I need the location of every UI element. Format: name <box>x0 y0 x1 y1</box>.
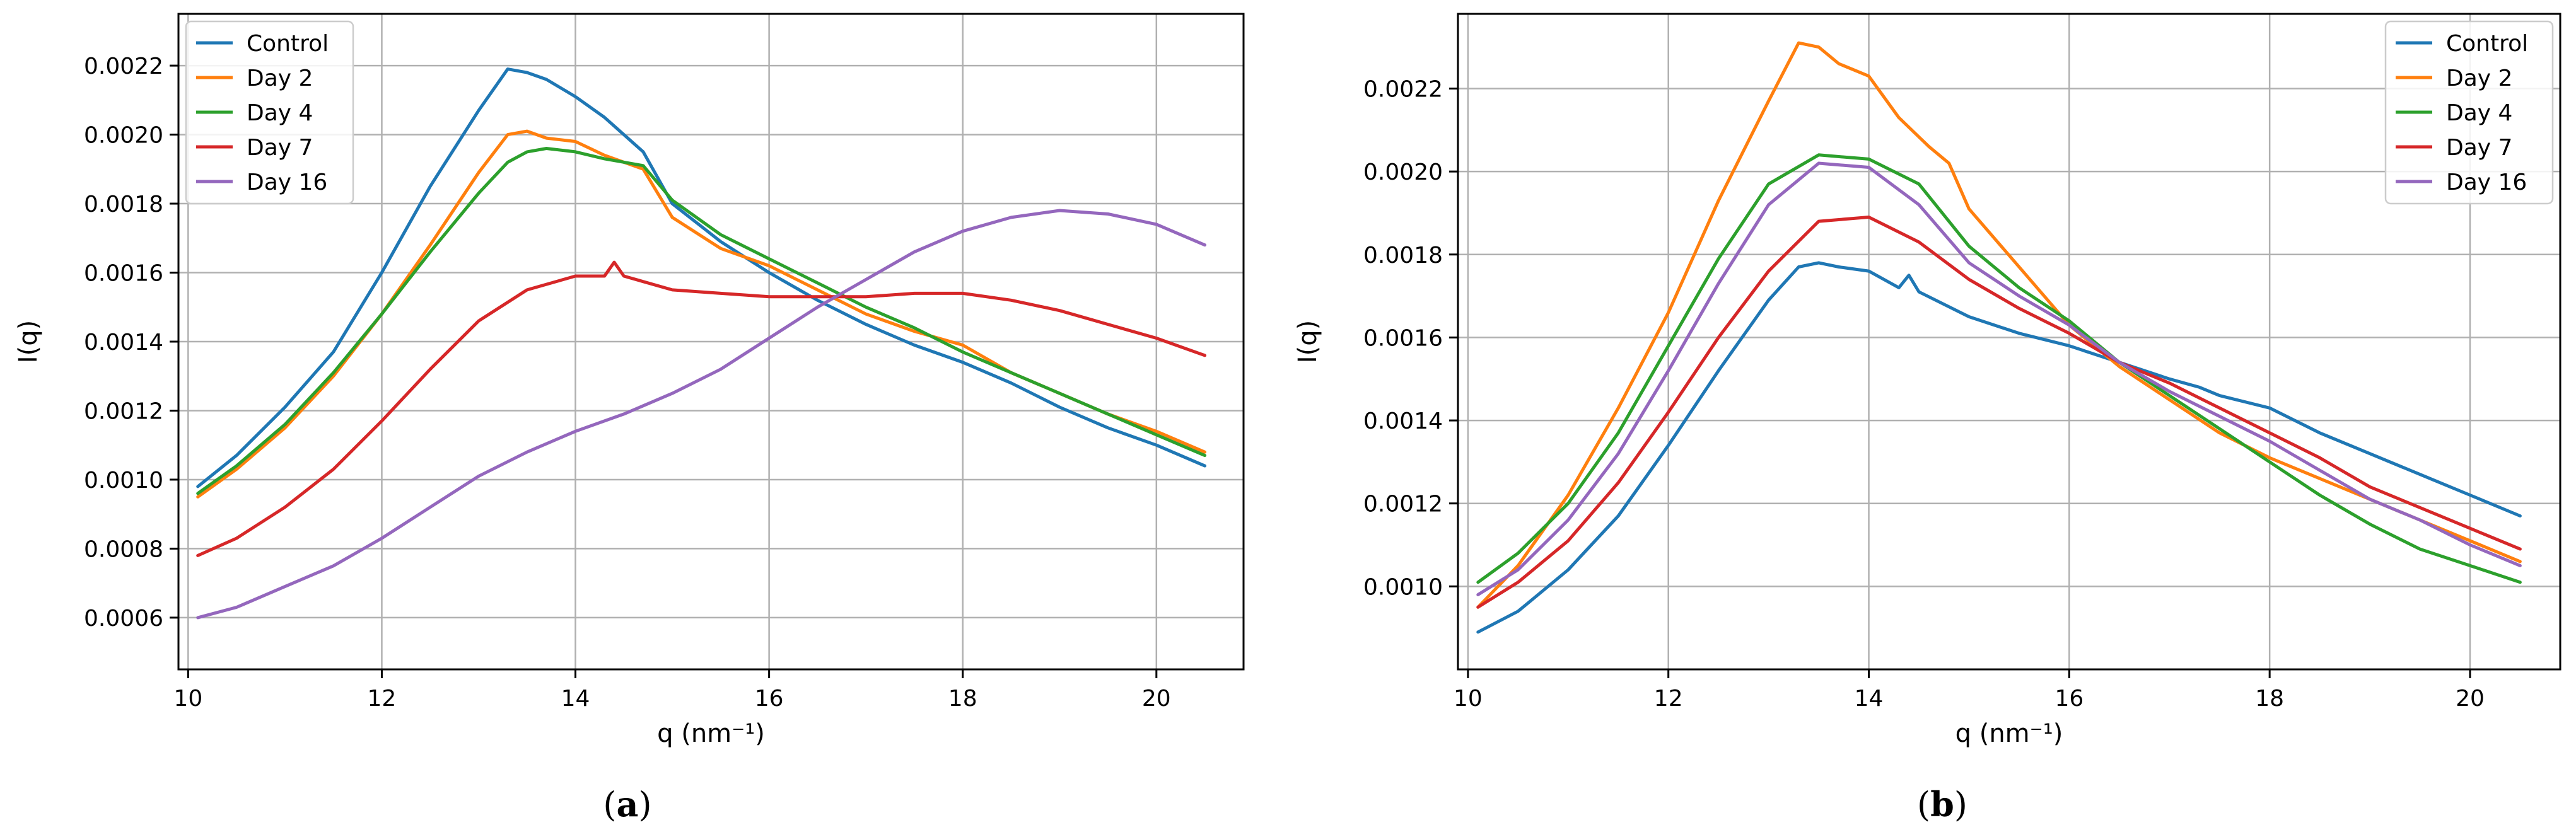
y-axis-label: I(q) <box>14 320 43 363</box>
x-tick-label: 20 <box>1142 686 1171 712</box>
legend: Control Day 2 Day 4 Day 7 Day 16 <box>2384 20 2554 205</box>
y-tick-label: 0.0014 <box>1363 408 1443 434</box>
series-lines <box>1476 41 2522 634</box>
x-tick-label: 10 <box>173 686 202 712</box>
x-tick-label: 14 <box>561 686 590 712</box>
y-tick-label: 0.0020 <box>84 123 163 149</box>
y-tick-label: 0.0016 <box>84 261 163 287</box>
y-tick-label: 0.0022 <box>84 54 163 79</box>
legend-label-day-2: Day 2 <box>2446 66 2512 91</box>
series-line-day-4 <box>196 147 1207 495</box>
x-axis-label: q (nm⁻¹) <box>657 719 765 748</box>
legend-box <box>2384 20 2554 205</box>
x-tick-label: 10 <box>1454 686 1483 712</box>
x-tick-label: 14 <box>1855 686 1884 712</box>
x-tick-label: 16 <box>755 686 784 712</box>
y-tick-label: 0.0014 <box>84 330 163 355</box>
series-line-day-2 <box>1476 41 2522 609</box>
legend-label-day-4: Day 4 <box>247 100 313 126</box>
legend-label-day-7: Day 7 <box>247 135 313 161</box>
x-tick-label: 12 <box>368 686 397 712</box>
caption-close-paren: ) <box>1954 785 1967 824</box>
y-tick-label: 0.0006 <box>84 606 163 632</box>
x-tick-label: 20 <box>2456 686 2485 712</box>
x-axis-label: q (nm⁻¹) <box>1955 719 2063 748</box>
y-tick-label: 0.0008 <box>84 536 163 562</box>
x-axis-ticks: 10 12 14 16 18 20 <box>1454 669 2485 712</box>
y-tick-label: 0.0018 <box>84 192 163 217</box>
y-tick-label: 0.0022 <box>1363 76 1443 102</box>
chart-panel-b: 10 12 14 16 18 200.00100.00120.00140.00160.00… <box>1293 13 2561 748</box>
panel-caption-a: (a) <box>603 784 651 824</box>
x-tick-label: 18 <box>948 686 977 712</box>
legend-label-control: Control <box>2446 31 2528 57</box>
y-tick-label: 0.0012 <box>84 398 163 424</box>
y-tick-label: 0.0016 <box>1363 325 1443 351</box>
y-axis-label: I(q) <box>1293 320 1322 363</box>
series-line-day-7 <box>196 260 1207 557</box>
legend-box <box>185 20 354 205</box>
x-tick-label: 16 <box>2054 686 2084 712</box>
series-line-day-16 <box>1476 161 2522 596</box>
legend-label-day-7: Day 7 <box>2446 135 2512 161</box>
y-tick-label: 0.0010 <box>1363 574 1443 600</box>
y-tick-label: 0.0010 <box>84 468 163 494</box>
y-tick-label: 0.0012 <box>1363 492 1443 517</box>
legend-label-day-2: Day 2 <box>247 66 313 91</box>
legend-label-day-16: Day 16 <box>2446 170 2527 195</box>
legend-label-day-4: Day 4 <box>2446 100 2512 126</box>
x-tick-label: 18 <box>2255 686 2284 712</box>
x-axis-ticks: 10 12 14 16 18 20 <box>173 669 1171 712</box>
caption-letter: a <box>617 784 639 824</box>
series-line-day-7 <box>1476 216 2522 609</box>
legend-label-control: Control <box>247 31 329 57</box>
series-line-control <box>1476 261 2522 634</box>
axes-frame <box>1457 13 2561 671</box>
x-tick-label: 12 <box>1654 686 1683 712</box>
chart-panel-a: 10 12 14 16 18 200.00060.00080.00100.00120.00… <box>14 13 1245 748</box>
caption-open-paren: ( <box>603 785 616 824</box>
series-line-day-16 <box>196 209 1207 620</box>
legend-label-day-16: Day 16 <box>247 170 327 195</box>
caption-letter: b <box>1930 784 1954 824</box>
caption-open-paren: ( <box>1917 785 1930 824</box>
panel-caption-b: (b) <box>1917 784 1967 824</box>
y-tick-label: 0.0018 <box>1363 243 1443 269</box>
series-line-day-4 <box>1476 153 2522 584</box>
y-tick-label: 0.0020 <box>1363 159 1443 185</box>
series-line-control <box>196 67 1207 488</box>
legend: Control Day 2 Day 4 Day 7 Day 16 <box>185 20 354 205</box>
caption-close-paren: ) <box>639 785 652 824</box>
series-lines <box>196 67 1207 620</box>
y-axis-ticks: 0.0006 0.0008 0.0010 0.0012 0.0014 0.0016 0.00… <box>84 54 178 632</box>
y-axis-ticks: 0.0010 0.0012 0.0014 0.0016 0.0018 0.0020 0.00… <box>1363 76 1458 600</box>
